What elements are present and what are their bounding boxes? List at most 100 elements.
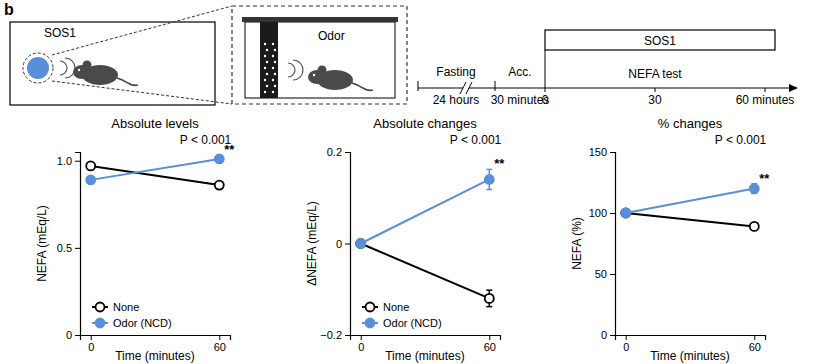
axis-line bbox=[81, 336, 231, 341]
mouse-tail bbox=[352, 83, 373, 90]
chart: Absolute changes−0.200.2060Time (minutes… bbox=[305, 116, 505, 363]
figure: bSOS1OdorFasting24 hoursAcc.30 minutesSO… bbox=[0, 0, 831, 364]
tick: 0 bbox=[66, 329, 80, 341]
mouse-ear bbox=[83, 61, 92, 70]
tick-label: 0.5 bbox=[57, 242, 72, 254]
series-line bbox=[361, 179, 490, 243]
tick-label: 0 bbox=[88, 341, 94, 353]
legend-label: Odor (NCD) bbox=[383, 317, 442, 329]
tick-label: 150 bbox=[589, 146, 607, 158]
mouse-ear bbox=[318, 66, 327, 75]
tick-label: 1.0 bbox=[57, 155, 72, 167]
tick-mark bbox=[489, 335, 490, 340]
tick-label: 0.2 bbox=[327, 146, 342, 158]
treatment-label: SOS1 bbox=[644, 34, 676, 48]
odor-hole bbox=[274, 85, 276, 87]
odor-hole bbox=[272, 67, 274, 69]
tick-mark bbox=[754, 335, 755, 340]
tick-label: −0.2 bbox=[320, 329, 342, 341]
odor-hole bbox=[266, 85, 268, 87]
data-point bbox=[356, 239, 365, 248]
x-axis-title: Time (minutes) bbox=[385, 349, 465, 363]
error-bar-cap bbox=[486, 306, 492, 308]
tick-mark bbox=[75, 335, 80, 336]
error-bar-cap bbox=[486, 189, 492, 191]
x-axis-title: Time (minutes) bbox=[115, 349, 195, 363]
mouse-eye bbox=[313, 74, 315, 76]
tick-mark bbox=[345, 152, 350, 153]
tick: 150 bbox=[589, 146, 615, 158]
tick-mark bbox=[219, 335, 220, 340]
data-point bbox=[485, 294, 494, 303]
tick: 1.0 bbox=[57, 155, 80, 167]
tick: 100 bbox=[589, 207, 615, 219]
tick-label: 0 bbox=[601, 329, 607, 341]
tick-mark bbox=[361, 335, 362, 340]
data-point bbox=[356, 239, 365, 248]
test-label: NEFA test bbox=[628, 67, 682, 81]
odor-column bbox=[260, 22, 278, 98]
tick-label: 60 bbox=[484, 341, 496, 353]
tick: 60 bbox=[214, 335, 226, 353]
data-point bbox=[86, 175, 95, 184]
mouse-icon bbox=[73, 61, 138, 86]
odor-source bbox=[27, 57, 49, 79]
tick-label: 100 bbox=[589, 207, 607, 219]
odor-hole bbox=[264, 67, 266, 69]
test-start bbox=[545, 50, 546, 88]
tick: 0.2 bbox=[327, 146, 350, 158]
chart: % changes050100150060Time (minutes)NEFA … bbox=[570, 116, 770, 363]
plot-area bbox=[356, 169, 494, 306]
legend-label: None bbox=[113, 301, 139, 313]
significance: ** bbox=[759, 171, 770, 186]
y-axis: 0 0.5 1.0 bbox=[57, 153, 81, 342]
tick-label: 60 bbox=[214, 341, 226, 353]
timeline-tick bbox=[418, 81, 419, 91]
odor-wave bbox=[60, 61, 67, 75]
treatment-box bbox=[545, 30, 775, 50]
panel-label: b bbox=[4, 1, 14, 18]
timeline-axis bbox=[418, 87, 792, 88]
y-axis: 0 50 100 150 bbox=[589, 146, 616, 341]
y-axis-title: ΔNEFA (mEq/L) bbox=[305, 201, 319, 286]
series-line bbox=[626, 213, 755, 226]
timeline-tick-label: 0 bbox=[542, 93, 549, 107]
x-axis-title: Time (minutes) bbox=[650, 349, 730, 363]
cage bbox=[245, 22, 395, 98]
tick-mark bbox=[610, 335, 615, 336]
tick-mark bbox=[610, 213, 615, 214]
tick-label: 0 bbox=[358, 341, 364, 353]
legend-marker bbox=[366, 319, 375, 328]
odor-hole bbox=[264, 91, 266, 93]
axis-line bbox=[75, 153, 81, 336]
mouse-icon bbox=[308, 66, 373, 91]
significance: ** bbox=[224, 142, 235, 157]
tick: −0.2 bbox=[320, 329, 350, 341]
inset-frame bbox=[232, 6, 407, 104]
odor-hole bbox=[272, 55, 274, 57]
tick-mark bbox=[75, 248, 80, 249]
timeline-tick bbox=[765, 88, 766, 92]
tick-label: 0 bbox=[623, 341, 629, 353]
annotation: P < 0.001 bbox=[450, 133, 502, 147]
odor-hole bbox=[274, 49, 276, 51]
tick: 50 bbox=[595, 268, 615, 280]
odor-hole bbox=[264, 55, 266, 57]
tick: 0 bbox=[601, 329, 615, 341]
legend-label: Odor (NCD) bbox=[113, 317, 172, 329]
axis-line bbox=[610, 153, 616, 336]
series-line bbox=[361, 244, 490, 299]
mouse-eye bbox=[78, 69, 80, 71]
tick-label: 60 bbox=[749, 341, 761, 353]
tick: 0 bbox=[623, 335, 629, 353]
tick-mark bbox=[345, 244, 350, 245]
odor-wave bbox=[288, 63, 295, 77]
odor-hole bbox=[264, 79, 266, 81]
timeline-tick bbox=[545, 88, 546, 92]
data-point bbox=[215, 154, 224, 163]
odor-hole bbox=[274, 61, 276, 63]
chart: Absolute levels00.51.0060Time (minutes)N… bbox=[35, 116, 235, 363]
odor-wave bbox=[65, 58, 75, 78]
tick-label: 50 bbox=[595, 268, 607, 280]
tick-label: 0 bbox=[66, 329, 72, 341]
